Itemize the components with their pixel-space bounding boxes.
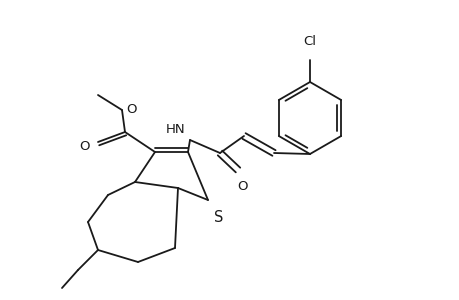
Text: HN: HN	[165, 123, 185, 136]
Text: Cl: Cl	[303, 35, 316, 48]
Text: O: O	[79, 140, 90, 152]
Text: O: O	[237, 180, 248, 193]
Text: O: O	[126, 103, 136, 116]
Text: S: S	[213, 210, 223, 225]
